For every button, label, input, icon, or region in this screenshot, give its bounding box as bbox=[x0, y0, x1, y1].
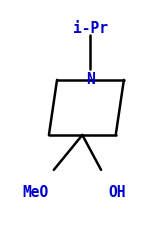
Text: N: N bbox=[86, 72, 95, 87]
Text: i-Pr: i-Pr bbox=[73, 21, 108, 36]
Text: MeO: MeO bbox=[23, 185, 49, 200]
Text: OH: OH bbox=[109, 185, 126, 200]
